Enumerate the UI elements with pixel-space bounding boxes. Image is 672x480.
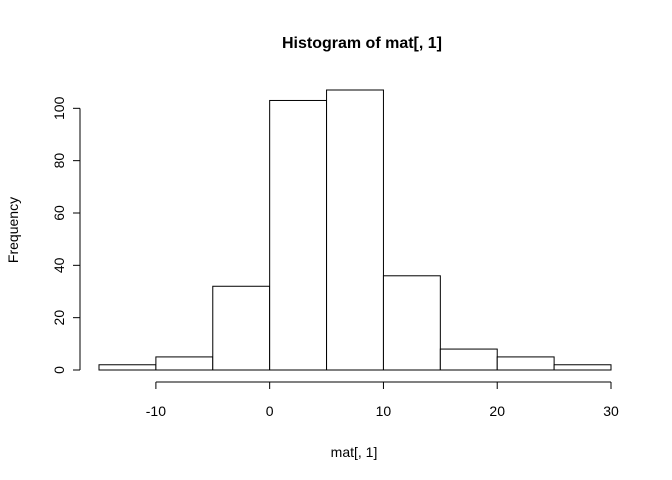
y-tick-label: 20 <box>51 310 67 326</box>
x-tick-label: 20 <box>489 403 505 419</box>
x-tick-label: 0 <box>266 403 274 419</box>
y-tick-label: 60 <box>51 205 67 221</box>
y-tick-label: 40 <box>51 257 67 273</box>
x-tick-label: 10 <box>376 403 392 419</box>
histogram-bar <box>269 99 328 371</box>
chart-title: Histogram of mat[, 1] <box>282 35 442 52</box>
x-axis-label: mat[, 1] <box>331 444 378 460</box>
y-axis: 0 20 40 60 80 100 <box>51 96 81 374</box>
y-tick-label: 80 <box>51 153 67 169</box>
x-tick-label: -10 <box>146 403 166 419</box>
y-tick-label: 100 <box>51 96 67 120</box>
histogram-bar <box>212 285 271 371</box>
histogram-bar <box>155 356 214 371</box>
y-axis-label: Frequency <box>5 197 21 263</box>
histogram-bar <box>439 348 498 371</box>
x-axis: -10 0 10 20 30 <box>146 381 619 419</box>
histogram-bar <box>98 364 157 371</box>
histogram-bar <box>553 364 612 371</box>
histogram-bar <box>326 89 384 371</box>
x-tick-label: 30 <box>603 403 619 419</box>
histogram-bar <box>382 275 441 371</box>
bars-group <box>98 89 612 371</box>
histogram-bar <box>496 356 555 371</box>
y-tick-label: 0 <box>51 366 67 374</box>
